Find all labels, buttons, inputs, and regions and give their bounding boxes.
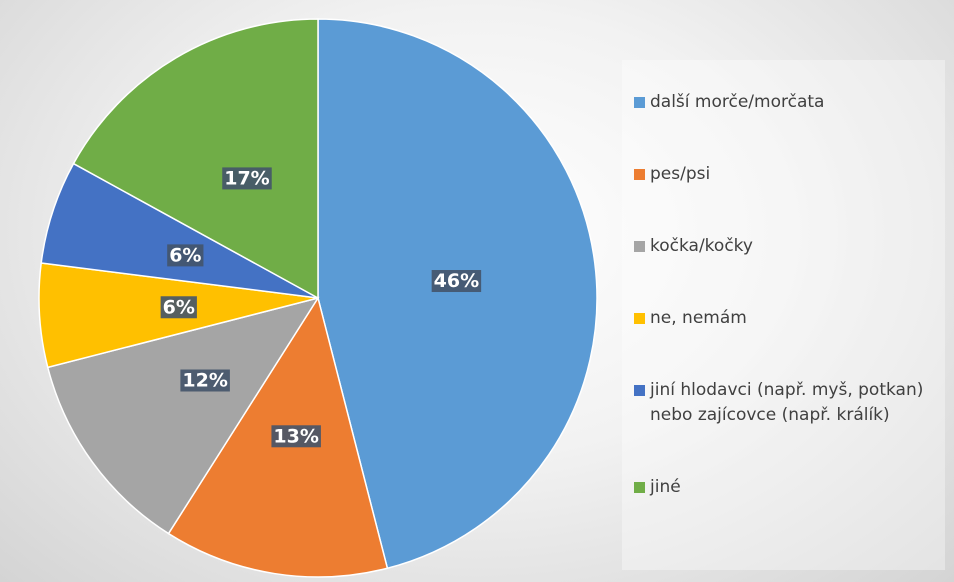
- data-label-bg: [222, 167, 272, 190]
- legend-label: kočka/kočky: [650, 236, 753, 256]
- legend-item: pes/psi: [634, 162, 935, 187]
- legend-swatch: [634, 482, 645, 493]
- legend-swatch: [634, 169, 645, 180]
- data-label-bg: [160, 296, 197, 319]
- pie-slice: [72, 18, 319, 300]
- pie-slice: [317, 18, 598, 570]
- data-label: 12%: [182, 369, 227, 391]
- legend-swatch: [634, 313, 645, 324]
- legend-label: jiní hlodavci (např. myš, potkan) nebo z…: [650, 380, 924, 425]
- legend-item: jiné: [634, 475, 935, 500]
- data-label: 17%: [224, 167, 269, 189]
- legend-item: jiní hlodavci (např. myš, potkan) nebo z…: [634, 378, 935, 428]
- legend-label: ne, nemám: [650, 308, 747, 328]
- legend-label: další morče/morčata: [650, 92, 825, 112]
- data-label-bg: [167, 244, 204, 267]
- data-label-bg: [271, 425, 321, 448]
- legend-swatch: [634, 241, 645, 252]
- data-label: 46%: [434, 270, 479, 292]
- legend-label: pes/psi: [650, 164, 711, 184]
- legend-swatch: [634, 97, 645, 108]
- legend-swatch: [634, 385, 645, 396]
- legend: další morče/morčata pes/psi kočka/kočky ne,…: [622, 60, 945, 570]
- data-label-bg: [180, 369, 230, 392]
- pie-slice: [46, 296, 320, 535]
- data-label: 13%: [273, 425, 318, 447]
- data-label: 6%: [169, 244, 201, 266]
- legend-item: ne, nemám: [634, 306, 935, 331]
- legend-item: další morče/morčata: [634, 90, 935, 115]
- legend-item: kočka/kočky: [634, 234, 935, 259]
- legend-label: jiné: [650, 477, 681, 497]
- data-label-bg: [431, 270, 482, 293]
- data-label: 6%: [163, 296, 195, 318]
